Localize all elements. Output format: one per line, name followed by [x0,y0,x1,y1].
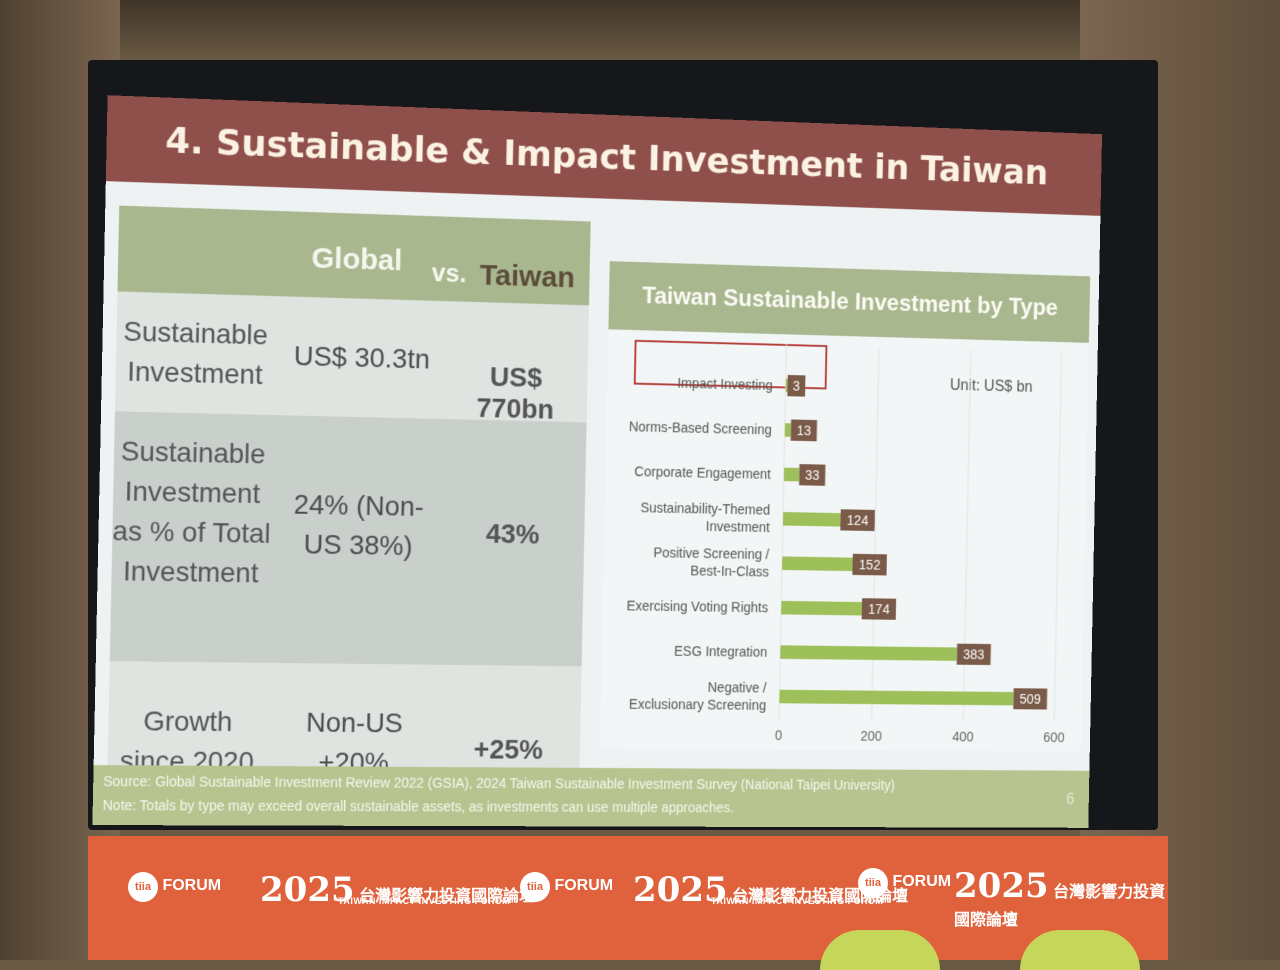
banner-year: 2025 [954,866,1049,906]
comparison-row: Sustainable Investment as % of Total Inv… [110,411,587,666]
bar [781,601,862,616]
bar [786,379,788,393]
row-taiwan-value: US$ 770bn [448,360,583,426]
slide-perspective: 4. Sustainable & Impact Investment in Ta… [92,95,1102,828]
comparison-row: Sustainable Investment US$ 30.3tn US$ 77… [115,291,589,422]
x-tick-label: 600 [1043,730,1065,745]
row-global-value: US$ 30.3tn [284,336,440,380]
note-text: Note: Totals by type may exceed overall … [103,797,734,815]
row-label: Sustainable Investment [115,311,275,395]
page-number: 6 [1066,792,1074,809]
gridline [779,344,787,719]
category-label: Exercising Voting Rights [626,598,768,616]
banner-en-title: TAIWAN IMPACT INVESTING FORUM [338,896,535,906]
bar [779,690,1013,706]
chart-panel: Taiwan Sustainable Investment by Type Un… [600,261,1090,752]
row-label: Sustainable Investment as % of Total Inv… [111,431,272,593]
category-label: Impact Investing [677,375,773,393]
banner-logo-group: tiia FORUM [128,872,221,902]
gridline [1054,352,1061,721]
slide-footer: Source: Global Sustainable Investment Re… [92,765,1089,828]
x-tick-label: 200 [860,728,882,744]
category-label: Negative / [708,679,767,695]
data-label: 124 [847,512,869,528]
data-label: 383 [963,647,985,663]
data-label: 3 [793,378,801,394]
x-tick-label: 0 [775,727,783,743]
data-label: 152 [859,557,881,573]
gridline [872,347,879,720]
category-label: Sustainability-Themed [640,500,770,518]
slide: 4. Sustainable & Impact Investment in Ta… [92,95,1102,828]
chairs [820,930,1220,970]
category-label: ESG Integration [674,643,768,660]
forum-label: FORUM [554,877,613,894]
row-taiwan-value: 43% [445,517,580,551]
comparison-header: Global vs. Taiwan [117,206,590,306]
header-taiwan: Taiwan [479,259,575,295]
data-label: 174 [868,601,890,617]
chair [1020,930,1140,970]
row-taiwan-value: +25% [441,734,576,766]
chair [820,930,940,970]
forum-label: FORUM [892,873,951,890]
category-label: Corporate Engagement [634,463,771,481]
data-label: 13 [796,422,811,438]
x-tick-label: 400 [952,729,974,744]
banner-logo-group: tiia FORUM [858,868,951,898]
forum-label: FORUM [162,877,221,894]
tiia-logo-icon: tiia [128,872,158,902]
bar [785,423,791,437]
banner-title-group: 2025 台灣影響力投資國際論壇 [954,866,1168,930]
bar [782,556,853,571]
header-vs: vs. [431,257,466,289]
bar [784,468,800,482]
bar-chart: 0 200 400 600 Impact Investing 3 Norms-Based S… [600,261,1090,752]
category-label: Best-In-Class [690,563,769,580]
category-label: Positive Screening / [653,545,769,562]
row-global-value: 24% (Non-US 38%) [280,485,437,567]
tiia-logo-icon: tiia [520,872,550,902]
source-text: Source: Global Sustainable Investment Re… [103,773,895,793]
data-label: 509 [1020,691,1042,706]
tiia-logo-icon: tiia [858,868,888,898]
data-label: 33 [805,467,820,483]
category-label: Exclusionary Screening [629,696,767,713]
header-global: Global [311,242,402,278]
banner-logo-group: tiia FORUM [520,872,613,902]
category-label: Norms-Based Screening [629,419,772,438]
bar [783,512,841,527]
category-label: Investment [706,518,770,535]
banner-title-group: 2025 台灣影響力投資國際論壇 TAIWAN IMPACT INVESTING… [260,870,535,906]
bar [780,645,957,661]
